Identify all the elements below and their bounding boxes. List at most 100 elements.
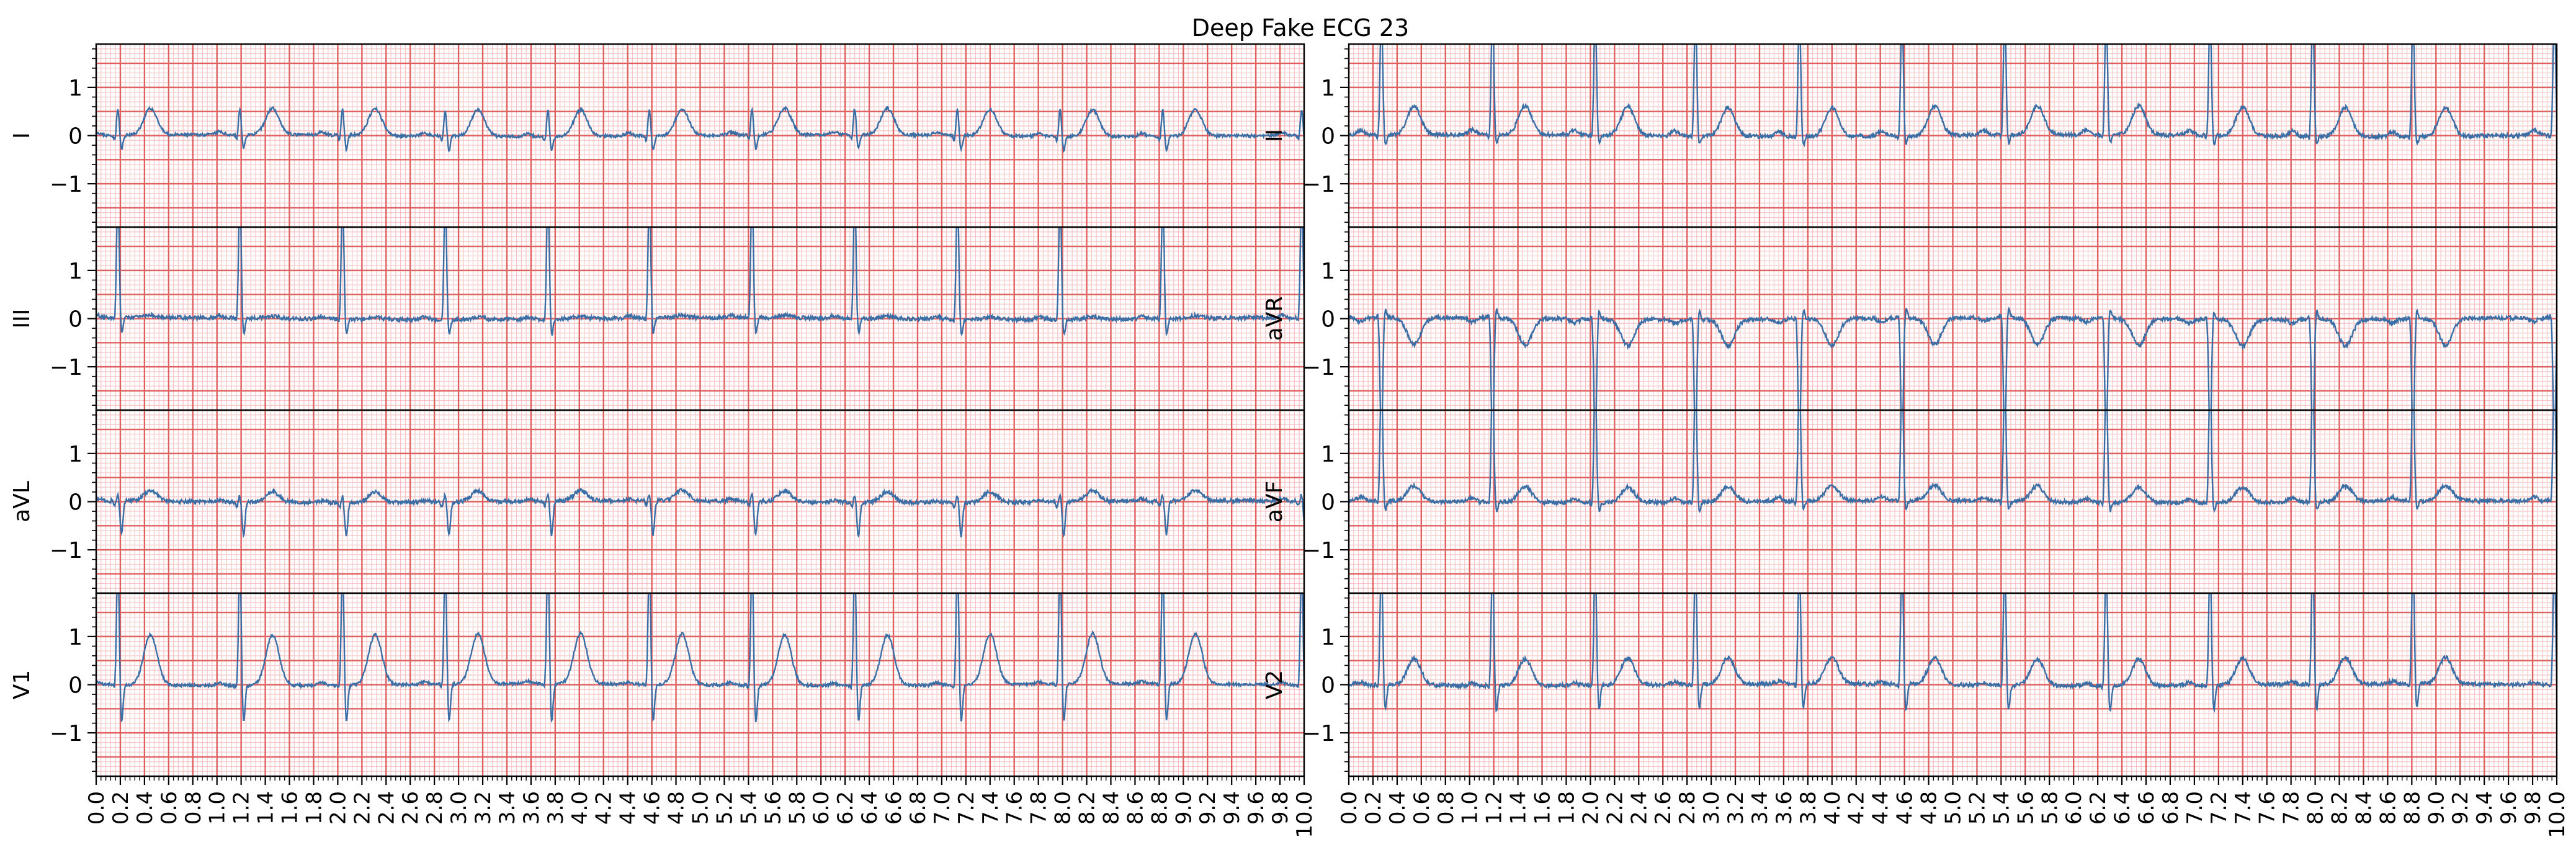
x-tick-label: 4.4	[1869, 791, 1894, 825]
x-tick-label: 8.2	[1075, 791, 1100, 825]
trace-ii	[1349, 44, 2557, 148]
x-tick-label: 6.4	[2110, 791, 2135, 825]
y-tick-label: −1	[1302, 172, 1335, 197]
x-tick-label: 0.8	[181, 791, 206, 825]
ecg-panels: −101I−101III−101aVL−101V1−101II−101aVR−1…	[9, 43, 2558, 777]
x-axis-ticks: 0.00.20.40.60.81.01.21.41.61.82.02.22.42…	[84, 776, 2570, 838]
lead-panel-ii: −1 0 1 II	[1262, 43, 2558, 228]
x-tick-label: 5.0	[1941, 791, 1966, 825]
x-tick-label: 1.4	[1506, 791, 1531, 825]
trace-avf	[1349, 410, 2557, 513]
y-axis-v1: −1 0 1	[50, 597, 96, 772]
x-tick-label: 3.4	[495, 791, 520, 825]
x-tick-label: 7.2	[2207, 791, 2232, 825]
x-tick-label: 8.8	[1147, 791, 1172, 825]
x-tick-label: 9.4	[1220, 791, 1245, 825]
y-axis-avr: −1 0 1	[1302, 231, 1349, 406]
x-tick-label: 7.6	[1003, 791, 1027, 825]
lead-label-ii: II	[1262, 129, 1287, 142]
y-tick-label: 0	[68, 124, 83, 150]
x-tick-label: 4.6	[640, 791, 665, 825]
x-tick-label: 4.0	[1820, 791, 1845, 825]
x-tick-label: 6.6	[882, 791, 906, 825]
x-tick-label: 5.6	[761, 791, 785, 825]
x-tick-label: 3.6	[1772, 791, 1797, 825]
x-tick-label: 1.8	[1554, 791, 1579, 825]
y-axis-ii: −1 0 1	[1302, 48, 1349, 223]
x-tick-label: 3.0	[1699, 791, 1724, 825]
lead-label-v1: V1	[9, 670, 35, 700]
x-tick-label: 1.6	[1531, 791, 1555, 825]
x-tick-label: 4.2	[592, 791, 617, 825]
y-tick-label: −1	[50, 721, 83, 746]
y-axis-avf: −1 0 1	[1302, 414, 1349, 589]
y-tick-label: −1	[1302, 721, 1335, 746]
x-tick-label: 4.0	[568, 791, 593, 825]
lead-panel-i: −1 0 1 I	[9, 43, 1305, 228]
trace-iii	[96, 227, 1304, 337]
x-tick-label: 4.8	[1917, 791, 1942, 825]
x-tick-label: 3.8	[543, 791, 568, 825]
y-tick-label: 0	[1321, 490, 1335, 516]
x-tick-label: 7.4	[2231, 791, 2256, 825]
x-tick-label: 6.4	[857, 791, 882, 825]
y-tick-label: −1	[50, 355, 83, 380]
y-tick-label: 1	[1321, 442, 1335, 467]
y-tick-label: 1	[68, 259, 83, 284]
y-tick-label: 0	[1321, 673, 1335, 699]
x-tick-label: 0.6	[1410, 791, 1434, 825]
x-tick-label: 4.2	[1845, 791, 1869, 825]
y-tick-label: 1	[1321, 625, 1335, 650]
y-tick-label: −1	[1302, 355, 1335, 380]
x-tick-label: 9.2	[2448, 791, 2473, 825]
x-tick-label: 2.2	[350, 791, 375, 825]
chart-title: Deep Fake ECG 23	[1192, 14, 1409, 42]
x-tick-label: 5.8	[2037, 791, 2062, 825]
x-tick-label: 7.4	[978, 791, 1003, 825]
x-tick-label: 0.0	[1337, 791, 1362, 825]
x-tick-label: 9.2	[1196, 791, 1220, 825]
y-axis-i: −1 0 1	[50, 48, 96, 223]
lead-panel-avl: −1 0 1 aVL	[9, 409, 1305, 594]
x-tick-label: 10.0	[2545, 791, 2570, 838]
x-tick-label: 2.6	[1651, 791, 1676, 825]
x-tick-label: 7.8	[1027, 791, 1052, 825]
x-tick-label: 9.0	[2424, 791, 2449, 825]
x-tick-label: 7.8	[2279, 791, 2304, 825]
lead-panel-v1: −1 0 1 V1	[9, 592, 1305, 777]
x-tick-label: 0.6	[157, 791, 182, 825]
x-tick-label: 5.0	[689, 791, 713, 825]
x-tick-label: 6.0	[809, 791, 834, 825]
y-tick-label: 1	[68, 76, 83, 101]
x-tick-label: 0.4	[1385, 791, 1410, 825]
y-tick-label: −1	[50, 538, 83, 563]
x-tick-label: 8.2	[2328, 791, 2353, 825]
x-tick-label: 2.8	[1675, 791, 1700, 825]
y-axis-avl: −1 0 1	[50, 414, 96, 589]
lead-label-v2: V2	[1262, 670, 1287, 700]
lead-label-avl: aVL	[9, 481, 35, 522]
x-tick-label: 2.4	[1627, 791, 1652, 825]
x-tick-label: 0.4	[133, 791, 158, 825]
x-tick-label: 1.0	[1458, 791, 1483, 825]
x-tick-label: 6.8	[2158, 791, 2183, 825]
y-tick-label: −1	[1302, 538, 1335, 563]
x-tick-label: 8.4	[2351, 791, 2376, 825]
lead-label-avf: aVF	[1262, 481, 1287, 522]
y-tick-label: 1	[1321, 259, 1335, 284]
x-tick-label: 8.0	[1051, 791, 1076, 825]
x-tick-label: 3.6	[519, 791, 544, 825]
x-tick-label: 1.0	[205, 791, 230, 825]
trace-v2	[1349, 593, 2557, 714]
x-tick-label: 0.0	[84, 791, 109, 825]
x-tick-label: 6.6	[2134, 791, 2159, 825]
x-tick-label: 2.4	[374, 791, 399, 825]
x-tick-label: 6.2	[2086, 791, 2111, 825]
x-tick-label: 4.8	[664, 791, 689, 825]
x-tick-label: 9.0	[1171, 791, 1196, 825]
y-tick-label: 1	[1321, 76, 1335, 101]
lead-label-i: I	[9, 132, 35, 139]
x-tick-label: 8.6	[2376, 791, 2400, 825]
y-tick-label: −1	[50, 172, 83, 197]
lead-label-avr: aVR	[1262, 297, 1287, 341]
